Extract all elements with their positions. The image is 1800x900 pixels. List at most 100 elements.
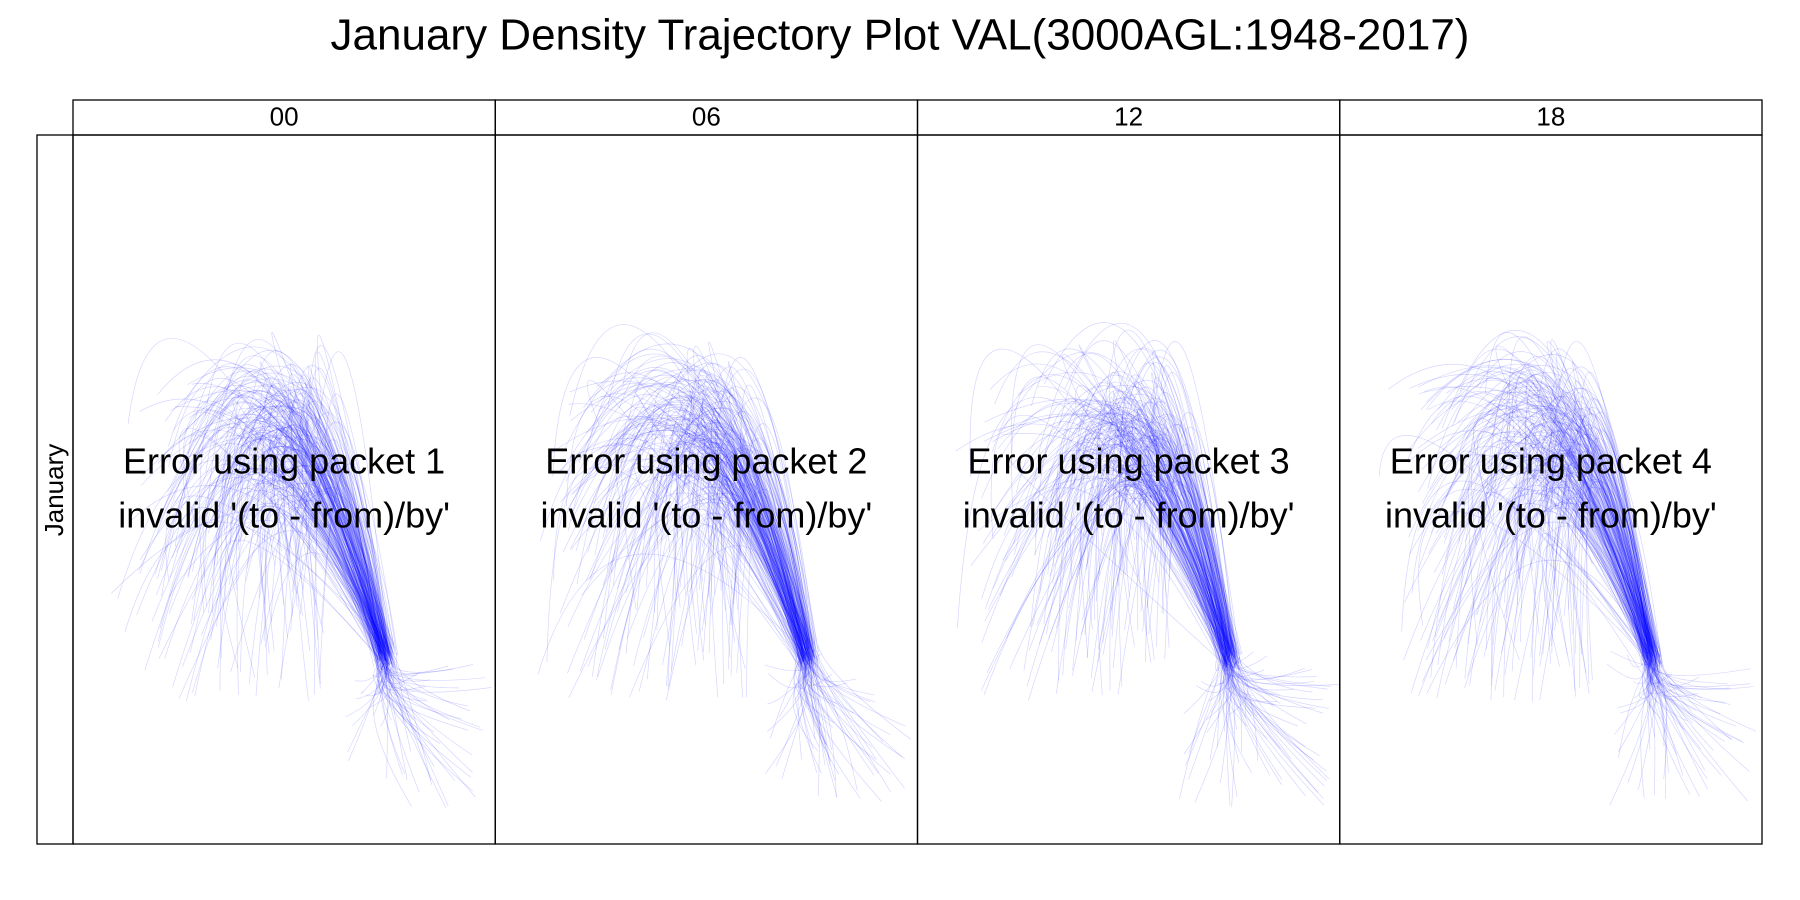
- trajectory: [770, 648, 809, 739]
- trajectory: [168, 436, 393, 671]
- trajectory: [1130, 398, 1231, 666]
- trajectory: [218, 427, 381, 654]
- trajectory: [1502, 356, 1656, 657]
- trajectory: [1492, 459, 1650, 666]
- trajectory: [278, 511, 390, 689]
- trajectory: [282, 424, 388, 657]
- trajectory: [1048, 353, 1230, 672]
- trajectory: [1115, 456, 1235, 659]
- trajectory: [1514, 479, 1655, 701]
- trajectory: [1124, 426, 1229, 668]
- trajectory: [1575, 445, 1644, 661]
- trajectory: [1436, 420, 1649, 699]
- trajectory: [1144, 434, 1243, 655]
- trajectory: [373, 667, 469, 731]
- trajectory: [247, 429, 381, 661]
- trajectory: [1017, 371, 1236, 656]
- trajectory: [812, 652, 892, 793]
- trajectory: [799, 654, 818, 774]
- trajectory: [1451, 372, 1649, 656]
- panel: 06 Error using packet 2 invalid '(to - fro…: [494, 99, 919, 845]
- trajectory: [304, 382, 379, 672]
- trajectory: [259, 468, 396, 655]
- trajectory: [692, 420, 812, 659]
- trajectory: [714, 419, 807, 660]
- trajectory: [1545, 440, 1658, 669]
- trajectory: [1038, 435, 1228, 663]
- trajectory: [239, 411, 377, 662]
- trajectory: [1443, 455, 1659, 653]
- trajectory: [1552, 340, 1651, 666]
- trajectory: [1452, 447, 1652, 671]
- trajectory: [1574, 380, 1660, 676]
- trajectory: [1647, 664, 1731, 705]
- trajectory: [1223, 661, 1306, 747]
- trajectory: [1418, 451, 1657, 696]
- trajectory: [191, 530, 393, 693]
- trajectory: [1649, 659, 1748, 802]
- trajectory: [710, 500, 806, 654]
- trajectory: [294, 400, 387, 664]
- trajectory: [1425, 503, 1656, 661]
- trajectory: [207, 416, 392, 652]
- trajectory: [992, 413, 1236, 655]
- trajectory: [1072, 469, 1239, 671]
- trajectory: [204, 390, 383, 655]
- trajectory: [1495, 345, 1651, 652]
- trajectory: [164, 386, 393, 652]
- trajectory: [161, 402, 389, 653]
- trajectory: [268, 399, 384, 659]
- trajectory: [625, 401, 815, 658]
- trajectory: [173, 409, 388, 648]
- trajectory: [202, 472, 383, 665]
- trajectory: [1149, 385, 1230, 666]
- trajectory: [127, 337, 387, 662]
- trajectory: [1220, 655, 1248, 727]
- trajectory: [305, 414, 392, 664]
- trajectory: [1138, 455, 1225, 672]
- trajectory: [1483, 502, 1656, 664]
- trajectory: [1388, 363, 1653, 657]
- trajectory: [1113, 398, 1225, 668]
- trajectory: [385, 665, 469, 707]
- trajectory: [1085, 417, 1228, 654]
- trajectory: [565, 384, 806, 664]
- trajectory: [1455, 457, 1652, 651]
- trajectory: [1527, 425, 1661, 657]
- trajectory: [987, 433, 1229, 673]
- trajectory: [799, 659, 820, 748]
- trajectory: [292, 463, 390, 657]
- trajectory: [955, 423, 1233, 656]
- trajectory: [1516, 425, 1652, 666]
- trajectory: [1086, 449, 1228, 675]
- trajectory: [1649, 662, 1700, 797]
- trajectory: [817, 645, 912, 740]
- trajectory: [1652, 663, 1669, 773]
- trajectory: [163, 429, 379, 660]
- trajectory: [1224, 649, 1254, 666]
- trajectory: [1092, 447, 1229, 663]
- trajectory: [1074, 385, 1238, 662]
- trajectory: [1468, 403, 1644, 651]
- trajectory: [1124, 340, 1228, 665]
- trajectory: [375, 650, 418, 677]
- trajectory: [164, 503, 388, 659]
- trajectory: [1579, 449, 1653, 688]
- trajectory: [736, 466, 811, 674]
- trajectory: [716, 479, 807, 654]
- trajectory: [1555, 419, 1649, 660]
- trajectory: [1420, 358, 1650, 645]
- trajectory: [1110, 397, 1235, 653]
- trajectory: [200, 499, 389, 655]
- trajectory: [805, 646, 827, 745]
- trajectory: [1200, 665, 1233, 687]
- trajectory: [1125, 457, 1238, 653]
- trajectory: [1554, 490, 1646, 659]
- trajectory: [633, 462, 803, 664]
- trajectory: [1080, 460, 1228, 644]
- panel-header: 00: [270, 101, 299, 131]
- trajectory: [808, 664, 858, 791]
- trajectory: [994, 351, 1228, 666]
- trajectory: [1422, 446, 1647, 663]
- trajectory: [808, 649, 830, 718]
